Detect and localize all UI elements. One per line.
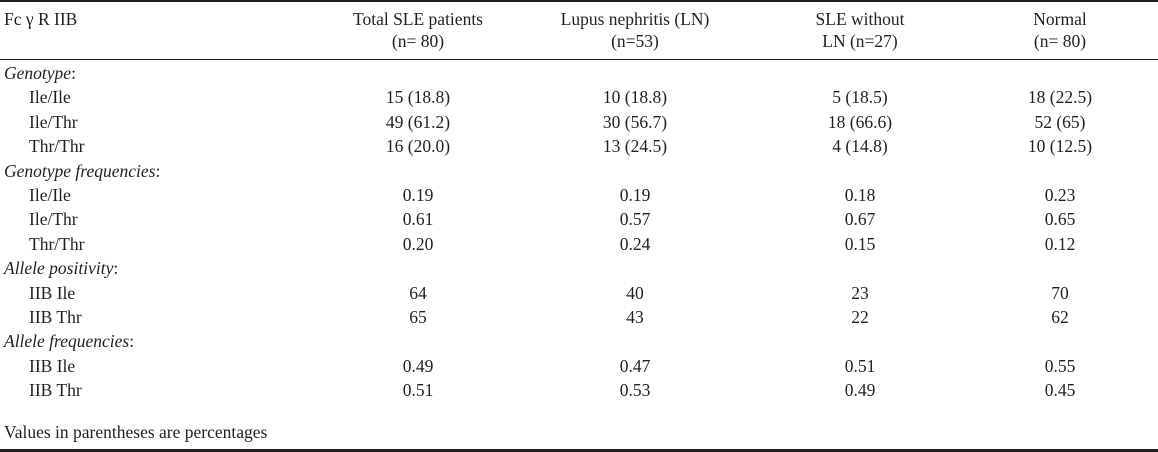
table-cell: 22: [851, 307, 869, 327]
table-cell: 65: [409, 307, 427, 327]
section-title-text: Allele positivity: [4, 258, 114, 279]
table-row: Ile/Ile 15 (18.8) 10 (18.8) 5 (18.5) 18 (22.…: [0, 85, 1158, 109]
table-row: IIB Thr 65 43 22 62: [0, 305, 1158, 329]
table-row: IIB Ile 0.49 0.47 0.51 0.55: [0, 354, 1158, 378]
table-row: Ile/Thr 0.61 0.57 0.67 0.65: [0, 207, 1158, 231]
table-header-rule: [0, 59, 1158, 60]
table-row: Thr/Thr 0.20 0.24 0.15 0.12: [0, 232, 1158, 256]
table-cell: 10 (18.8): [602, 87, 668, 108]
row-label: IIB Ile: [29, 282, 76, 303]
column-header-sle-without-ln: SLE without LN (n=27): [760, 8, 960, 52]
table-cell: 0.18: [844, 185, 876, 205]
table-cell: 0.23: [1044, 185, 1076, 205]
column-header-receptor-label: Fc γ R IIB: [4, 9, 78, 29]
section-title: Genotype frequencies:: [4, 159, 160, 183]
column-header-lupus-nephritis-n: (n=53): [611, 31, 659, 51]
column-header-lupus-nephritis: Lupus nephritis (LN) (n=53): [530, 8, 740, 52]
table-cell: 15 (18.8): [385, 87, 451, 108]
table-cell: 0.20: [402, 233, 434, 254]
column-header-total-sle-title: Total SLE patients: [352, 9, 483, 29]
table-cell: 0.19: [402, 185, 434, 205]
table-cell: 0.49: [402, 355, 434, 376]
table-cell: 0.67: [844, 209, 876, 230]
table-cell: 0.19: [619, 185, 651, 205]
section-title: Allele positivity:: [4, 256, 118, 280]
table-cell: 40: [626, 282, 644, 303]
table-cell: 0.15: [844, 233, 876, 254]
table-cell: 23: [851, 282, 869, 303]
column-header-sle-without-ln-n: LN (n=27): [822, 31, 898, 51]
column-header-total-sle: Total SLE patients (n= 80): [318, 8, 518, 52]
table-cell: 0.55: [1044, 355, 1076, 376]
column-header-normal: Normal (n= 80): [960, 8, 1158, 52]
table-cell: 0.24: [619, 233, 651, 254]
row-label: Ile/Thr: [29, 111, 78, 132]
row-label: IIB Thr: [29, 380, 82, 401]
table-cell: 70: [1051, 282, 1069, 303]
column-header-receptor: Fc γ R IIB: [4, 8, 77, 30]
table-cell: 0.47: [619, 355, 651, 376]
section-title-colon: :: [71, 63, 76, 83]
column-header-sle-without-ln-title: SLE without: [815, 9, 905, 29]
table-row: Ile/Thr 49 (61.2) 30 (56.7) 18 (66.6) 52 (65…: [0, 110, 1158, 134]
section-title: Genotype:: [4, 61, 76, 85]
table-cell: 16 (20.0): [385, 136, 451, 157]
section-title-text: Allele frequencies: [4, 331, 130, 352]
table-cell: 13 (24.5): [602, 136, 668, 157]
table-row: IIB Ile 64 40 23 70: [0, 281, 1158, 305]
row-label: Ile/Ile: [29, 185, 71, 205]
table-footnote: Values in parentheses are percentages: [4, 422, 268, 442]
table-cell: 62: [1051, 307, 1069, 327]
table-cell: 52 (65): [1034, 111, 1086, 132]
section-title-colon: :: [113, 258, 119, 279]
table-cell: 0.61: [402, 209, 434, 230]
table-cell: 0.51: [844, 355, 876, 376]
table-cell: 0.65: [1044, 209, 1076, 230]
section-title-colon: :: [129, 331, 135, 352]
row-label: Ile/Ile: [29, 87, 71, 108]
section-title-text: Genotype frequencies: [4, 160, 156, 181]
table-cell: 10 (12.5): [1027, 136, 1093, 157]
table-cell: 64: [409, 282, 427, 303]
table-cell: 0.57: [619, 209, 651, 230]
section-title-colon: :: [155, 160, 161, 181]
table-cell: 0.49: [844, 380, 876, 401]
column-header-normal-title: Normal: [1033, 9, 1087, 29]
table-cell: 5 (18.5): [832, 87, 888, 108]
row-label: Thr/Thr: [29, 233, 85, 254]
table-cell: 0.45: [1044, 380, 1076, 401]
table-row: Ile/Ile 0.19 0.19 0.18 0.23: [0, 183, 1158, 207]
table-cell: 49 (61.2): [385, 111, 451, 132]
column-header-total-sle-n: (n= 80): [391, 31, 445, 51]
table-cell: 30 (56.7): [602, 111, 668, 132]
column-header-normal-n: (n= 80): [1033, 31, 1087, 51]
row-label: IIB Ile: [29, 355, 76, 376]
row-label: IIB Thr: [29, 307, 82, 327]
table-cell: 4 (14.8): [832, 136, 888, 157]
table-cell: 18 (66.6): [827, 111, 893, 132]
table-cell: 0.12: [1044, 233, 1076, 254]
table-cell: 43: [626, 307, 644, 327]
table-row: IIB Thr 0.51 0.53 0.49 0.45: [0, 378, 1158, 402]
row-label: Thr/Thr: [29, 136, 85, 157]
column-header-lupus-nephritis-title: Lupus nephritis (LN): [560, 9, 710, 29]
table-top-rule: [0, 0, 1158, 2]
table-cell: 18 (22.5): [1027, 87, 1093, 108]
table-cell: 0.53: [619, 380, 651, 401]
table-cell: 0.51: [402, 380, 434, 401]
section-title-text: Genotype: [4, 63, 72, 83]
table-row: Thr/Thr 16 (20.0) 13 (24.5) 4 (14.8) 10 (12.…: [0, 134, 1158, 158]
row-label: Ile/Thr: [29, 209, 78, 230]
table-bottom-rule: [0, 449, 1158, 452]
section-title: Allele frequencies:: [4, 329, 134, 353]
